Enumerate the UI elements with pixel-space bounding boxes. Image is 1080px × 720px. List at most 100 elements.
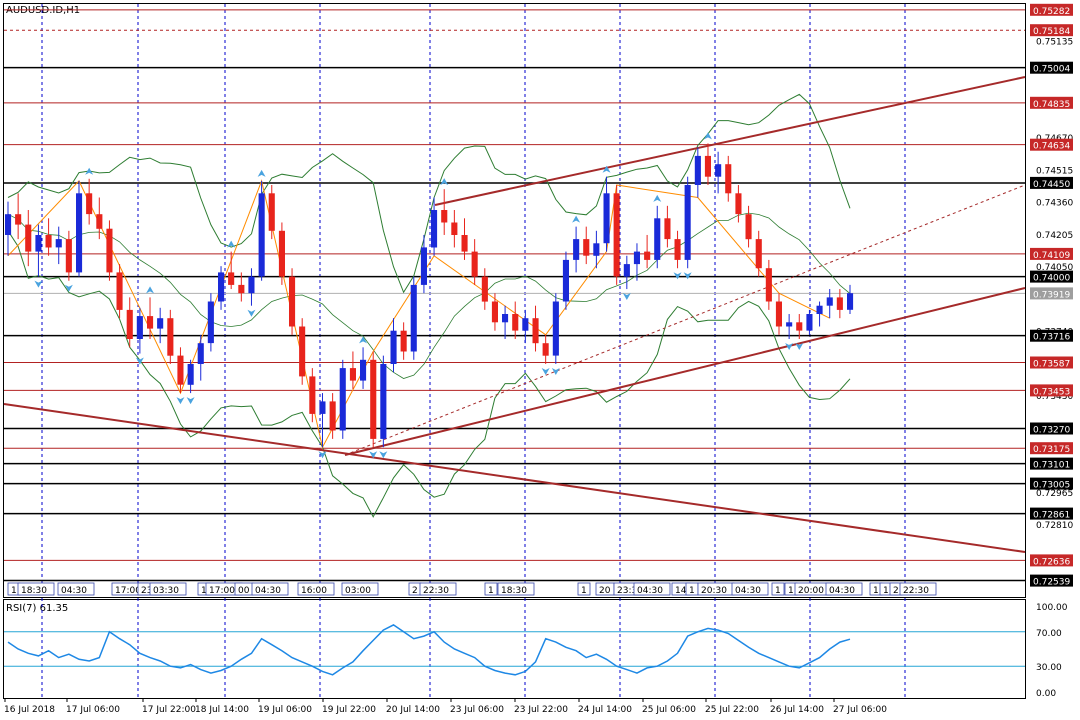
fractal-up-arrow bbox=[602, 165, 611, 173]
session-marker-label: 17:00 bbox=[115, 586, 141, 596]
fractal-down-arrow bbox=[34, 280, 43, 288]
session-marker-label: 17:00 bbox=[209, 586, 235, 596]
level-label: 0.73587 bbox=[1033, 360, 1070, 370]
candle-body bbox=[86, 193, 93, 215]
fractal-down-arrow bbox=[551, 367, 560, 375]
level-label-box bbox=[1030, 287, 1073, 300]
candle-body bbox=[309, 376, 316, 414]
fractal-up-arrow bbox=[146, 286, 155, 294]
candle-body bbox=[836, 297, 843, 310]
candle-body bbox=[593, 243, 600, 256]
session-marker-label: 18:30 bbox=[501, 586, 527, 596]
session-marker-label: 1 bbox=[775, 586, 781, 596]
time-axis-label: 24 Jul 14:00 bbox=[578, 705, 632, 715]
fractal-down-arrow bbox=[176, 397, 185, 405]
fractal-down-arrow bbox=[186, 397, 195, 405]
level-label: 0.75004 bbox=[1033, 65, 1070, 75]
session-marker-label: 17 bbox=[883, 586, 894, 596]
candle-body bbox=[329, 401, 336, 431]
candle-body bbox=[390, 330, 397, 364]
price-axis-label: 0.74205 bbox=[1036, 231, 1073, 241]
level-label-box bbox=[1030, 477, 1073, 490]
fractal-down-arrow bbox=[379, 451, 388, 459]
rsi-title: RSI(7) 61.35 bbox=[6, 603, 68, 614]
channel-midline bbox=[344, 184, 1026, 456]
candle-body bbox=[45, 235, 52, 248]
candle-body bbox=[218, 272, 225, 302]
time-axis-label: 23 Jul 22:00 bbox=[514, 705, 568, 715]
level-label: 0.74835 bbox=[1033, 100, 1070, 110]
candle-body bbox=[258, 193, 265, 277]
fractal-down-arrow bbox=[673, 272, 682, 280]
session-marker-label: 2 bbox=[412, 586, 418, 596]
candle-body bbox=[471, 251, 478, 277]
level-label: 0.73453 bbox=[1033, 387, 1070, 397]
time-axis-label: 16 Jul 2018 bbox=[4, 705, 55, 715]
chart-title: AUDUSD.ID,H1 bbox=[6, 5, 80, 16]
level-label: 0.73270 bbox=[1033, 426, 1070, 436]
candle-body bbox=[694, 155, 701, 185]
time-axis-label: 19 Jul 06:00 bbox=[258, 705, 312, 715]
fractal-down-arrow bbox=[622, 293, 631, 301]
fractal-up-arrow bbox=[653, 194, 662, 202]
fractal-down-arrow bbox=[785, 342, 794, 350]
session-marker-label: 1 bbox=[581, 586, 587, 596]
candle-body bbox=[674, 239, 681, 260]
candle-body bbox=[319, 401, 326, 414]
session-marker-label: 1 bbox=[689, 586, 695, 596]
candle-body bbox=[268, 193, 275, 231]
price-axis-label: 0.75135 bbox=[1036, 37, 1073, 47]
candle-body bbox=[76, 193, 83, 273]
session-marker-label: 1 bbox=[488, 586, 494, 596]
candle-body bbox=[704, 155, 711, 177]
session-marker-box bbox=[633, 582, 671, 596]
level-label-box bbox=[1030, 422, 1073, 435]
fractal-up-arrow bbox=[359, 336, 368, 344]
candle-body bbox=[633, 251, 640, 265]
candle-body bbox=[623, 264, 630, 277]
price-axis-label: 0.74515 bbox=[1036, 166, 1073, 176]
fractal-down-arrow bbox=[135, 357, 144, 365]
price-axis-label: 0.72965 bbox=[1036, 489, 1073, 499]
candle-body bbox=[644, 251, 651, 260]
fractal-down-arrow bbox=[683, 272, 692, 280]
candle-body bbox=[5, 214, 12, 235]
session-marker-label: 23: bbox=[141, 586, 155, 596]
candle-body bbox=[15, 214, 22, 225]
level-label-box bbox=[1030, 176, 1073, 189]
session-marker-label: 1 bbox=[11, 586, 17, 596]
candle-body bbox=[339, 368, 346, 431]
session-marker-label: 20:00 bbox=[798, 586, 824, 596]
fractal-down-arrow bbox=[247, 309, 256, 317]
candle-body bbox=[207, 301, 214, 344]
candle-body bbox=[562, 259, 569, 302]
session-marker-box bbox=[251, 582, 289, 596]
candle-body bbox=[106, 228, 113, 273]
level-label: 0.72861 bbox=[1033, 511, 1070, 521]
candle-body bbox=[238, 284, 245, 294]
session-marker-box bbox=[57, 582, 95, 596]
level-label-box bbox=[1030, 270, 1073, 283]
session-marker-label: 23:3 bbox=[617, 586, 637, 596]
session-marker-label: 04:30 bbox=[61, 586, 87, 596]
candle-body bbox=[420, 247, 427, 285]
level-label: 0.72539 bbox=[1033, 578, 1070, 588]
session-marker-box bbox=[484, 582, 498, 596]
session-marker-box bbox=[341, 582, 379, 596]
candle-body bbox=[664, 218, 671, 240]
candle-body bbox=[299, 326, 306, 377]
candle-body bbox=[177, 355, 184, 385]
session-marker-box bbox=[149, 582, 187, 596]
candle-body bbox=[786, 322, 793, 327]
candle-body bbox=[826, 297, 833, 306]
candle-body bbox=[725, 164, 732, 194]
session-marker-box bbox=[825, 582, 863, 596]
descending-trend-line bbox=[3, 403, 1026, 553]
candle-body bbox=[461, 235, 468, 252]
level-label: 0.75184 bbox=[1033, 27, 1070, 37]
level-labels: 0.75282 0.75184 0.75004 0.74835 0.74634 0.744… bbox=[1030, 3, 1073, 588]
level-label-box bbox=[1030, 96, 1073, 109]
candle-body bbox=[573, 239, 580, 260]
candle-body bbox=[715, 164, 722, 177]
